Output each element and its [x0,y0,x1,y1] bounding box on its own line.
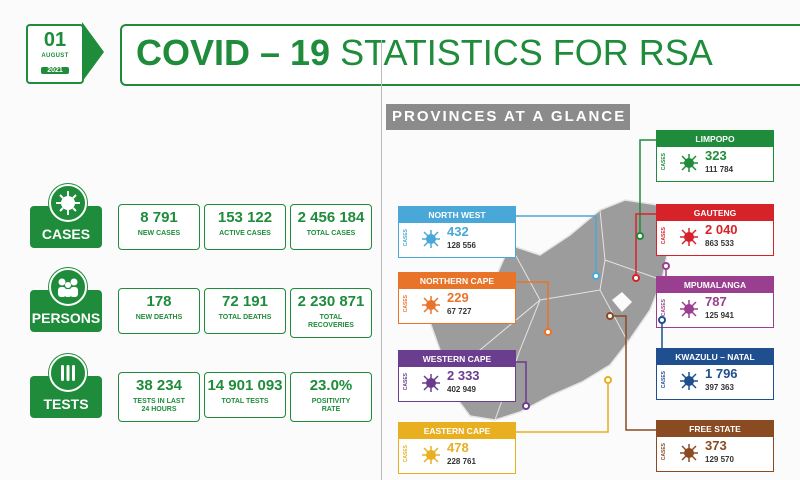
date-month: AUGUST [41,53,69,59]
province-name: LIMPOPO [657,131,773,147]
province-total: 129 570 [705,455,734,464]
virus-icon [422,374,440,392]
province-cases: 478 [447,440,469,455]
province-cases: 2 040 [705,222,738,237]
stat-value: 72 191 [222,293,268,310]
stat-label: NEW CASES [137,230,181,237]
province-name: MPUMALANGA [657,277,773,293]
province-cases: 229 [447,290,469,305]
stat-label: POSITIVITY RATE [311,398,351,413]
province-card-north-west: NORTH WEST CASES 432 128 556 [398,206,516,258]
stat-total-tests: 14 901 093 TOTAL TESTS [204,372,286,418]
stat-total-recoveries: 2 230 871 TOTAL RECOVERIES [290,288,372,338]
province-name: EASTERN CAPE [399,423,515,439]
stat-active-cases: 153 122 ACTIVE CASES [204,204,286,250]
province-name: GAUTENG [657,205,773,221]
province-name: FREE STATE [657,421,773,437]
virus-icon [680,300,698,318]
province-cases: 1 796 [705,366,738,381]
persons-label: PERSONS [31,310,101,326]
title-rest: STATISTICS FOR RSA [340,32,713,73]
province-card-kwazulu-natal: KWAZULU – NATAL CASES 1 796 397 363 [656,348,774,400]
cases-label: CASES [41,226,91,242]
province-cases: 2 333 [447,368,480,383]
test-tubes-icon [49,354,87,392]
virus-icon [680,444,698,462]
arrow-icon [82,22,104,82]
divider [381,40,382,480]
stat-new-cases: 8 791 NEW CASES [118,204,200,250]
stat-value: 14 901 093 [207,377,283,394]
province-name: KWAZULU – NATAL [657,349,773,365]
stat-positivity-rate: 23.0% POSITIVITY RATE [290,372,372,422]
province-total: 111 784 [705,165,734,174]
stat-value: 178 [146,293,172,310]
province-cases: 787 [705,294,727,309]
province-total: 397 363 [705,383,734,392]
title-covid: COVID – 19 [136,32,331,73]
stat-label: ACTIVE CASES [219,230,271,237]
province-card-western-cape: WESTERN CAPE CASES 2 333 402 949 [398,350,516,402]
stat-total-cases: 2 456 184 TOTAL CASES [290,204,372,250]
stat-value: 2 230 871 [297,293,365,310]
province-card-mpumalanga: MPUMALANGA CASES 787 125 941 [656,276,774,328]
stat-label: TOTAL TESTS [221,398,269,405]
province-name: NORTHERN CAPE [399,273,515,289]
province-total: 67 727 [447,307,472,316]
stat-label: TOTAL DEATHS [218,314,272,321]
stat-label: TOTAL CASES [306,230,356,237]
province-card-gauteng: GAUTENG CASES 2 040 863 533 [656,204,774,256]
province-cases: 432 [447,224,469,239]
stat-total-deaths: 72 191 TOTAL DEATHS [204,288,286,334]
cases-label-box: CASES [30,206,102,248]
virus-icon [680,228,698,246]
people-icon [49,268,87,306]
stat-value: 23.0% [309,377,353,394]
provinces-heading: PROVINCES AT A GLANCE [386,104,630,130]
date-year: 2021 [41,67,69,74]
tests-label: TESTS [43,396,89,412]
province-total: 863 533 [705,239,734,248]
stat-label: TOTAL RECOVERIES [308,314,354,329]
province-total: 402 949 [447,385,476,394]
virus-icon [680,372,698,390]
virus-icon [422,446,440,464]
stat-value: 8 791 [140,209,178,226]
stat-value: 2 456 184 [297,209,365,226]
province-cases: 373 [705,438,727,453]
virus-icon [680,154,698,172]
page-title: COVID – 19 STATISTICS FOR RSA [136,30,713,76]
virus-icon [49,184,87,222]
virus-icon [422,296,440,314]
province-total: 125 941 [705,311,734,320]
stat-value: 38 234 [136,377,182,394]
province-card-northern-cape: NORTHERN CAPE CASES 229 67 727 [398,272,516,324]
province-card-eastern-cape: EASTERN CAPE CASES 478 228 761 [398,422,516,474]
province-name: NORTH WEST [399,207,515,223]
virus-icon [422,230,440,248]
stat-label: TESTS IN LAST 24 HOURS [133,398,185,413]
province-card-limpopo: LIMPOPO CASES 323 111 784 [656,130,774,182]
date-badge: 01 AUGUST 2021 [26,24,84,84]
province-total: 228 761 [447,457,476,466]
date-day: 01 [43,29,67,51]
title-banner [120,24,800,86]
province-cases: 323 [705,148,727,163]
stat-value: 153 122 [217,209,273,226]
province-card-free-state: FREE STATE CASES 373 129 570 [656,420,774,472]
province-total: 128 556 [447,241,476,250]
stat-label: NEW DEATHS [135,314,183,321]
stat-tests-24h: 38 234 TESTS IN LAST 24 HOURS [118,372,200,422]
stat-new-deaths: 178 NEW DEATHS [118,288,200,334]
province-name: WESTERN CAPE [399,351,515,367]
